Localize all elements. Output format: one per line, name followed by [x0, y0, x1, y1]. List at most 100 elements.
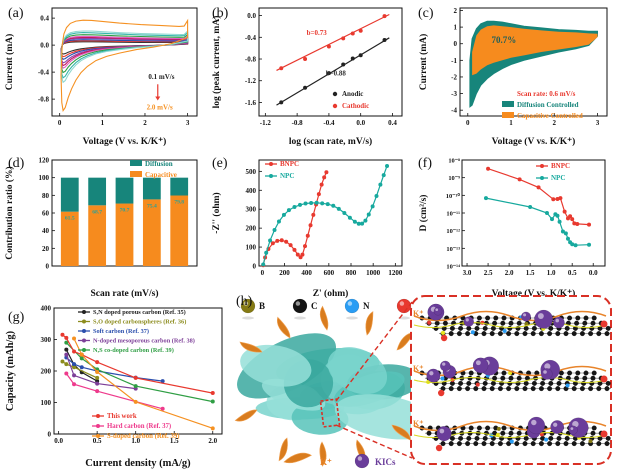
bar-segment-capacitive [60, 211, 79, 266]
legend-marker [332, 103, 338, 109]
carbon-atom [497, 441, 503, 447]
panel-h-letter: (h) [236, 294, 253, 309]
sphere-highlight [243, 301, 249, 306]
carbon-atom [466, 435, 472, 441]
sphere-highlight [439, 428, 445, 434]
carbon-atom [516, 430, 522, 436]
x-tick-label: 1.0 [131, 437, 140, 445]
data-point-marker [352, 219, 357, 224]
k-ion-spike [365, 311, 374, 336]
carbon-atom [530, 386, 536, 392]
x-axis-label: Voltage (V vs. K/K⁺) [83, 136, 167, 147]
atom-sphere-o [396, 298, 412, 314]
data-point-marker [133, 384, 138, 389]
carbon-atom [588, 386, 594, 392]
data-point-marker [536, 185, 541, 190]
legend-marker [82, 329, 86, 333]
y-axis-label: Contribution ratio (%) [4, 166, 15, 259]
bar-value-label: 70.7 [120, 208, 130, 214]
legend-swatch [502, 112, 514, 118]
hetero-atom [588, 439, 593, 444]
x-tick-label: 2.0 [208, 437, 217, 445]
key-k-label: K⁺ [320, 457, 332, 467]
key-kics-label: KICs [375, 457, 396, 467]
x-tick-label: -0.8 [292, 119, 304, 127]
data-point-marker [264, 250, 269, 255]
legend-marker [269, 174, 273, 178]
carbon-atom [492, 320, 498, 326]
carbon-atom [590, 375, 596, 381]
y-tick-label: 500 [246, 168, 257, 176]
carbon-atom [563, 331, 569, 337]
carbon-atom [604, 386, 610, 392]
legend-item-label: NPC [551, 174, 565, 182]
annotation-text: 2.0 mV/s [147, 103, 173, 111]
data-point-marker [358, 53, 363, 58]
data-point-marker [342, 211, 347, 215]
y-tick-label: 200 [41, 368, 52, 376]
carbon-atom [571, 386, 577, 392]
carbon-atom [465, 331, 471, 337]
kic-sphere [568, 425, 578, 435]
panel-d-stacked-bar-chart: 0 20 40 60 80 100 120 Scan rate (mV/s) Contribut… [4, 157, 198, 299]
panel-a-letter: (a) [8, 6, 24, 21]
y-tick-label: -2 [451, 73, 457, 81]
carbon-atom [442, 320, 448, 326]
data-point-marker [326, 71, 331, 76]
data-point-marker [79, 356, 84, 361]
data-point-marker [331, 203, 336, 208]
bar-value-label: 61.5 [65, 216, 75, 222]
legend-item-label: S,N doped porous carbon (Ref. 35) [93, 309, 186, 316]
y-tick-label: 10⁻¹⁰ [446, 193, 461, 200]
carbon-atom [522, 386, 528, 392]
carbon-atom [434, 320, 440, 326]
data-point-marker [309, 200, 314, 205]
data-point-marker [64, 371, 69, 376]
carbon-atom [523, 435, 529, 441]
carbon-atom [567, 315, 573, 321]
data-point-marker [210, 426, 215, 431]
y-tick-label: 200 [246, 225, 257, 233]
x-tick-label: -1.2 [260, 119, 272, 127]
series-line [487, 168, 590, 226]
y-axis-label: Current (mA) [4, 34, 15, 91]
panel-f-diffusion-chart: 3.0 2.5 2.0 1.5 1.0 0.5 0.0 10⁻⁸ 10⁻⁹ 10⁻¹⁰ 10⁻¹¹ 1… [418, 158, 606, 299]
atom-legend-label: C [311, 301, 318, 311]
carbon-atom [522, 331, 528, 337]
carbon-atom [489, 331, 495, 337]
data-point-marker [64, 362, 69, 367]
bar-segment-capacitive [88, 205, 107, 266]
carbon-atom [456, 386, 462, 392]
y-tick-label: -0.8 [38, 96, 50, 104]
legend-marker [269, 162, 273, 166]
sphere-shadow [294, 316, 306, 320]
carbon-atom [555, 386, 561, 392]
carbon-atom [575, 315, 581, 321]
y-tick-label: 0.4 [40, 15, 49, 23]
x-tick-label: 0.5 [568, 269, 577, 277]
legend-marker [96, 424, 100, 428]
carbon-atom [613, 441, 617, 446]
x-axis-label: Current density (mA/g) [85, 458, 191, 469]
carbon-atom [507, 380, 513, 386]
y-axis-label: Capacity (mAh/g) [5, 330, 16, 411]
legend-marker [96, 434, 100, 438]
k-ion-spike-shape [365, 311, 374, 336]
carbon-atom [605, 435, 611, 441]
carbon-atom [458, 380, 464, 386]
k-ion-spike-shape [319, 305, 329, 331]
carbon-atom [605, 325, 611, 331]
x-tick-label: 1.5 [526, 269, 535, 277]
plot-frame [53, 307, 223, 435]
carbon-atom [466, 380, 472, 386]
bar-segment-diffusion [170, 177, 189, 196]
hetero-atom [509, 439, 514, 444]
y-axis-label: Current (mA) [418, 34, 429, 91]
y-tick-label: 300 [41, 336, 52, 344]
y-tick-label: 400 [246, 187, 257, 195]
cv-curve [60, 29, 189, 84]
data-point-marker [72, 382, 77, 387]
carbon-atom [507, 325, 513, 331]
sphere-highlight [347, 301, 353, 306]
